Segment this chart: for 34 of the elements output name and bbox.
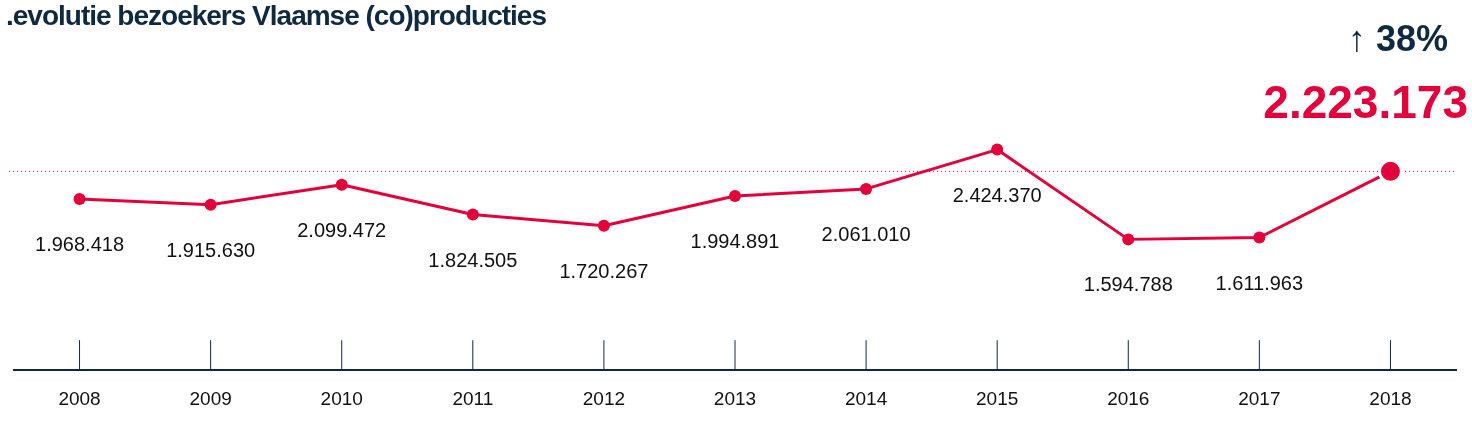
- x-tick-label: 2009: [189, 387, 232, 409]
- point: [466, 208, 479, 221]
- point: [991, 143, 1004, 156]
- text: ↑ 38%: [1347, 18, 1448, 60]
- point: [597, 219, 610, 232]
- data-label: 1.611.963: [1215, 271, 1304, 294]
- point: [729, 190, 741, 203]
- point: [860, 182, 873, 195]
- x-tick-label: 2017: [1238, 387, 1281, 409]
- x-tick-label: 2014: [844, 387, 888, 409]
- x-tick-label: 2016: [1107, 387, 1150, 409]
- data-label: 1.720.267: [559, 259, 649, 282]
- point: [1122, 233, 1135, 246]
- x-tick-label: 2011: [452, 387, 494, 409]
- data-label: 2.223.173: [1263, 76, 1468, 128]
- chart-title: .evolutie bezoekers Vlaamse (co)producties: [6, 0, 546, 32]
- x-tick-label: 2010: [320, 387, 363, 409]
- point: [335, 178, 348, 191]
- x-tick-label: 2012: [582, 387, 626, 409]
- data-label: 2.099.472: [297, 218, 387, 241]
- data-label: 1.915.630: [166, 238, 256, 261]
- data-label: 1.994.891: [690, 230, 780, 253]
- x-tick-label: 2018: [1369, 387, 1412, 409]
- point: [73, 192, 86, 205]
- data-label: 1.968.418: [35, 232, 125, 255]
- point: [204, 198, 217, 211]
- data-label: 1.824.505: [428, 248, 518, 271]
- x-tick-label: 2013: [713, 387, 757, 409]
- data-label: 2.061.010: [821, 222, 911, 245]
- x-tick-label: 2008: [58, 387, 101, 409]
- point: [1253, 231, 1266, 244]
- x-tick-label: 2015: [976, 387, 1019, 409]
- data-label: 2.424.370: [952, 183, 1042, 206]
- data-label: 1.594.788: [1083, 273, 1173, 296]
